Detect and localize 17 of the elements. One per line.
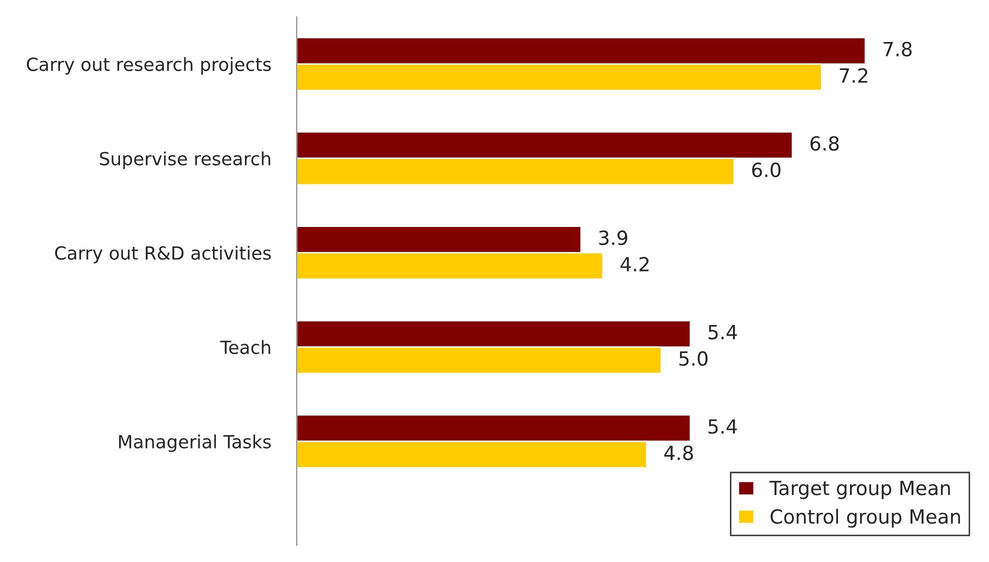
y-tick-label: Teach [220, 340, 270, 354]
data-label: 6.0 [752, 162, 780, 178]
legend-label: Control group Mean [770, 508, 960, 528]
data-label: 5.4 [708, 325, 737, 340]
data-label: 4.8 [664, 446, 693, 460]
y-tick-label: Carry out research projects [26, 57, 271, 75]
data-label: 6.8 [810, 136, 839, 151]
data-label: 5.4 [708, 419, 737, 434]
y-tick-label: Carry out R&D activities [55, 246, 271, 264]
y-tick-label: Supervise research [100, 152, 270, 169]
data-label: 5.0 [679, 351, 708, 366]
data-label: 4.2 [620, 256, 649, 272]
data-label: 7.2 [840, 68, 868, 83]
data-label: 7.8 [884, 42, 912, 56]
legend-label: Target group Mean [769, 480, 950, 500]
y-tick-label: Managerial Tasks [119, 434, 271, 452]
data-label: 3.9 [599, 230, 628, 246]
